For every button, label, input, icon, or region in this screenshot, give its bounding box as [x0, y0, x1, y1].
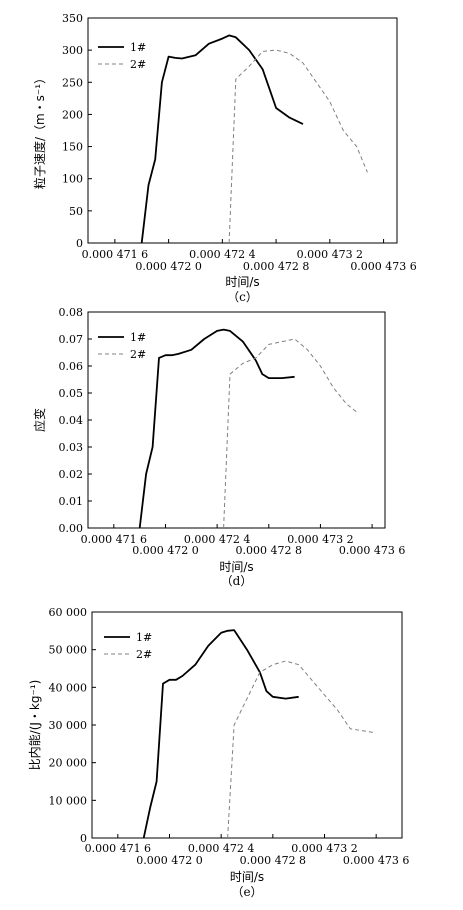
y-axis-label: 粒子速度/（m・s⁻¹）: [32, 72, 47, 189]
y-tick-label: 50: [69, 205, 83, 218]
y-tick-label: 0.07: [59, 333, 84, 346]
chart-panel-2: 0 10 000 20 000 30 000 40 000 50 000 60 000 0.0…: [28, 606, 409, 899]
legend-label: 1#: [136, 631, 152, 644]
plot-frame: [87, 311, 386, 529]
x-tick-label: 0.000 473 2: [297, 248, 363, 261]
x-tick-label: 0.000 472 0: [136, 854, 202, 867]
y-tick-label: 0.01: [59, 495, 84, 508]
legend-label: 1#: [130, 41, 146, 54]
x-tick-label: 0.000 473 6: [339, 544, 405, 557]
series-line-1: [140, 34, 304, 244]
y-tick-label: 150: [62, 141, 83, 154]
y-tick-label: 60 000: [49, 606, 88, 619]
y-tick-label: 0.06: [59, 360, 84, 373]
x-tick-label: 0.000 471 6: [82, 248, 148, 261]
x-tick-label: 0.000 472 8: [243, 260, 309, 273]
y-tick-label: 0: [76, 237, 83, 250]
x-tick-label: 0.000 471 6: [81, 533, 147, 546]
plot-frame: [91, 611, 403, 839]
y-tick-label: 0.08: [59, 306, 84, 319]
y-tick-label: 50 000: [49, 644, 88, 657]
y-tick-label: 0.04: [59, 414, 84, 427]
y-tick-label: 0.02: [59, 468, 84, 481]
x-tick-label: 0.000 472 4: [188, 842, 254, 855]
x-tick-label: 0.000 472 0: [135, 260, 201, 273]
y-tick-label: 20 000: [49, 757, 88, 770]
y-tick-label: 200: [62, 108, 83, 121]
series-line-2: [228, 49, 368, 244]
y-tick-label: 0.03: [59, 441, 84, 454]
x-tick-label: 0.000 473 6: [343, 854, 409, 867]
y-tick-label: 0: [80, 832, 87, 845]
series-line-2: [223, 338, 357, 529]
y-tick-label: 30 000: [49, 719, 88, 732]
x-tick-label: 0.000 472 8: [240, 854, 306, 867]
x-axis-label: 时间/s: [230, 870, 264, 884]
y-tick-label: 300: [62, 44, 83, 57]
y-tick-label: 0.00: [59, 522, 84, 535]
chart-panel-1: 0.00 0.01 0.02 0.03 0.04 0.05 0.06 0.07 0.08 0.00…: [32, 306, 405, 588]
y-axis-label: 比内能/(J・kg⁻¹): [28, 680, 42, 771]
y-tick-label: 0.05: [59, 387, 84, 400]
legend-label: 2#: [130, 348, 146, 361]
x-tick-label: 0.000 473 2: [287, 533, 353, 546]
x-tick-label: 0.000 472 0: [132, 544, 198, 557]
plot-frame: [87, 17, 398, 244]
panel-caption: （d）: [221, 574, 253, 588]
series-line-1: [138, 328, 295, 529]
panel-caption: （c）: [227, 290, 258, 304]
x-tick-label: 0.000 473 2: [291, 842, 357, 855]
y-tick-label: 250: [62, 76, 83, 89]
x-tick-label: 0.000 473 6: [350, 260, 416, 273]
y-tick-label: 350: [62, 12, 83, 25]
series-line-2: [227, 660, 374, 839]
y-axis-label: 应变: [32, 408, 47, 432]
x-tick-label: 0.000 471 6: [85, 842, 151, 855]
series-line-1: [142, 629, 299, 839]
x-tick-label: 0.000 472 4: [189, 248, 255, 261]
x-tick-label: 0.000 472 8: [236, 544, 302, 557]
legend-label: 2#: [130, 58, 146, 71]
y-tick-label: 100: [62, 173, 83, 186]
legend-label: 1#: [130, 331, 146, 344]
legend-label: 2#: [136, 648, 152, 661]
y-tick-label: 40 000: [49, 681, 88, 694]
x-tick-label: 0.000 472 4: [184, 533, 250, 546]
x-axis-label: 时间/s: [225, 275, 259, 289]
x-axis-label: 时间/s: [219, 560, 253, 574]
y-tick-label: 10 000: [49, 794, 88, 807]
panel-caption: （e）: [231, 885, 262, 899]
